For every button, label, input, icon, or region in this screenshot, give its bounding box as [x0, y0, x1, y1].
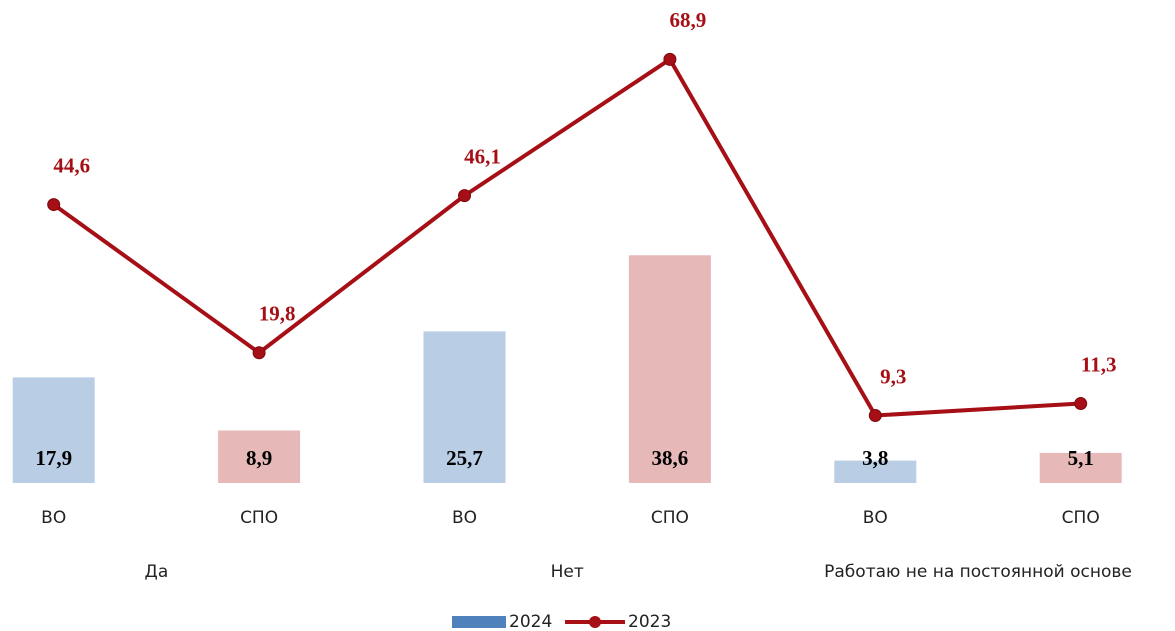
bar [834, 460, 917, 483]
line-value-label: 9,3 [880, 364, 906, 388]
x-tick-label: ВО [41, 508, 66, 528]
group-label: Да [145, 562, 169, 582]
bar-value-label: 3,8 [862, 446, 888, 470]
line-marker [868, 408, 882, 422]
line-marker [1074, 397, 1088, 411]
legend-marker [589, 616, 601, 628]
group-label: Работаю не на постоянной основе [824, 562, 1132, 582]
line [52, 56, 1081, 418]
line-marker [663, 52, 677, 66]
line-value-label: 19,8 [259, 302, 296, 326]
line-marker [47, 198, 61, 212]
bar [423, 331, 506, 483]
bar-value-label: 38,6 [652, 446, 689, 470]
bar-value-label: 25,7 [446, 446, 483, 470]
bar [12, 377, 95, 483]
bar [628, 255, 711, 483]
bar-value-label: 8,9 [246, 446, 272, 470]
legend-label: 2023 [628, 612, 671, 631]
x-tick-label: СПО [1062, 508, 1100, 528]
legend-swatch [452, 616, 506, 628]
bar [1039, 452, 1122, 483]
line-marker [458, 189, 471, 203]
bar [218, 430, 301, 483]
bar-value-label: 17,9 [35, 446, 72, 470]
group-label: Нет [551, 562, 584, 582]
line-value-label: 44,6 [53, 153, 90, 177]
line-value-label: 46,1 [464, 144, 501, 168]
x-tick-label: ВО [452, 508, 477, 528]
line-marker [252, 346, 266, 360]
bar-value-label: 5,1 [1068, 446, 1094, 470]
legend-label: 2024 [509, 612, 552, 631]
x-tick-label: СПО [651, 508, 689, 528]
x-tick-label: ВО [863, 508, 888, 528]
x-tick-label: СПО [240, 508, 278, 528]
line-value-label: 68,9 [670, 8, 707, 32]
line-value-label: 11,3 [1081, 352, 1117, 376]
